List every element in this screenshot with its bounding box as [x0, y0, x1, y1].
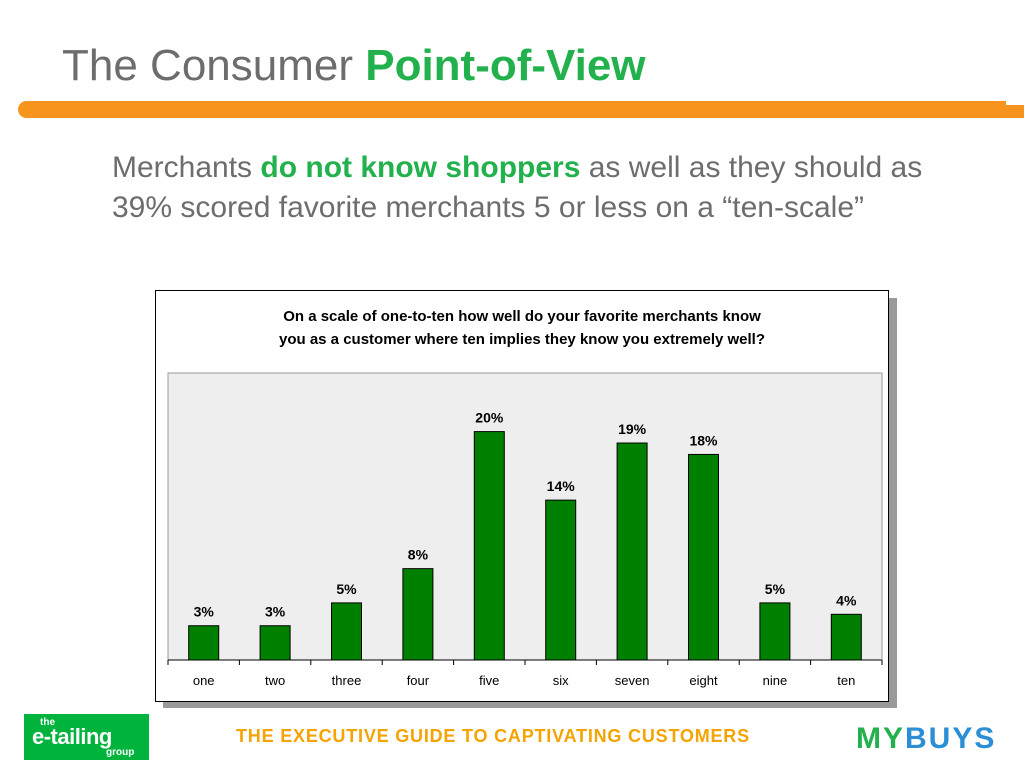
title-accent: Point-of-View [365, 41, 646, 90]
tick-label-one: one [193, 673, 215, 688]
data-label-ten: 4% [836, 592, 857, 608]
data-label-five: 20% [475, 410, 504, 426]
bar-six [545, 499, 577, 661]
data-label-nine: 5% [765, 581, 786, 597]
logo-main: e-tailing [32, 724, 112, 749]
body-text: Merchants do not know shoppers as well a… [112, 148, 952, 228]
etailing-group-logo: the e-tailing group [24, 714, 149, 760]
chart-title-line2: you as a customer where ten implies they… [279, 331, 765, 348]
bar-five [473, 431, 505, 661]
bar-eight [688, 453, 719, 661]
data-label-one: 3% [194, 604, 215, 620]
logo-the: the [40, 717, 55, 728]
bar-four [402, 568, 434, 661]
bar-three [331, 602, 362, 661]
brand-part1: MY [856, 722, 905, 755]
data-label-four: 8% [408, 547, 429, 563]
mybuys-logo: MYBUYS [856, 722, 996, 756]
tick-label-five: five [479, 673, 499, 688]
tick-label-three: three [332, 673, 362, 688]
tick-label-two: two [265, 673, 285, 688]
logo-group: group [106, 747, 135, 758]
data-label-two: 3% [265, 604, 286, 620]
tick-label-seven: seven [615, 673, 650, 688]
title-divider [18, 101, 1024, 118]
tick-label-six: six [553, 673, 569, 688]
data-label-seven: 19% [618, 421, 647, 437]
slide-title: The Consumer Point-of-View [62, 41, 646, 90]
tick-label-ten: ten [837, 673, 855, 688]
title-plain: The Consumer [62, 41, 366, 90]
chart-plot: 3% one 3% two 5% three 8% four 20% five 14% six 19% s… [167, 372, 883, 688]
bar-one [188, 625, 220, 661]
tick-label-nine: nine [763, 673, 788, 688]
bar-chart: On a scale of one-to-ten how well do you… [155, 290, 889, 702]
data-label-eight: 18% [689, 432, 718, 448]
chart-title-line1: On a scale of one-to-ten how well do you… [283, 308, 761, 325]
bar-nine [759, 602, 791, 661]
body-highlight: do not know shoppers [260, 151, 581, 184]
footer-tagline: THE EXECUTIVE GUIDE TO CAPTIVATING CUSTO… [236, 726, 750, 746]
body-after: as well as they should as 39% scored fav… [112, 151, 923, 224]
chart-title: On a scale of one-to-ten how well do you… [156, 305, 888, 351]
body-before: Merchants [112, 151, 261, 184]
divider-notch [1006, 101, 1024, 105]
data-label-six: 14% [547, 478, 576, 494]
bar-seven [616, 442, 648, 661]
tick-label-four: four [407, 673, 430, 688]
bar-ten [830, 613, 862, 661]
tick-label-eight: eight [689, 673, 718, 688]
data-label-three: 5% [336, 581, 357, 597]
brand-part2: BUYS [905, 722, 997, 755]
bar-two [259, 625, 291, 661]
